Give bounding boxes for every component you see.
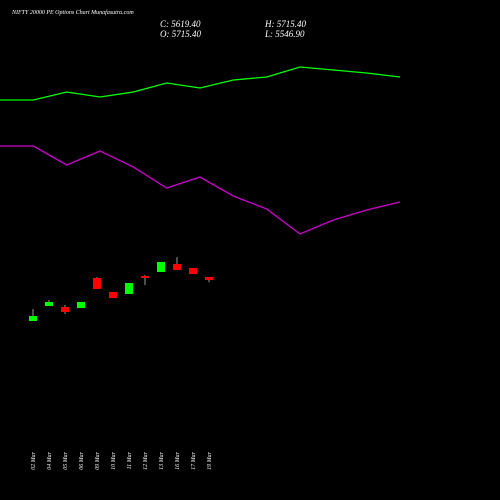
- candle-body: [141, 276, 149, 278]
- x-tick-label: 10 Mar: [111, 451, 117, 469]
- candle-body: [157, 262, 165, 272]
- candle-body: [189, 268, 197, 274]
- summary-high: H: 5715.40: [264, 19, 306, 29]
- x-tick-label: 05 Mar: [63, 451, 69, 469]
- x-tick-label: 17 Mar: [191, 451, 197, 469]
- candle-body: [125, 283, 133, 294]
- x-tick-label: 11 Mar: [127, 451, 133, 469]
- x-tick-label: 04 Mar: [46, 451, 53, 469]
- x-tick-label: 19 Mar: [207, 451, 213, 469]
- candle-body: [205, 277, 213, 280]
- indicator-line: [0, 66, 401, 101]
- x-tick-label: 13 Mar: [159, 451, 165, 469]
- candle-body: [93, 278, 101, 289]
- candle-body: [61, 307, 69, 312]
- x-tick-label: 12 Mar: [143, 451, 149, 469]
- x-tick-label: 06 Mar: [79, 451, 85, 469]
- summary-low: L: 5546.90: [264, 29, 305, 39]
- candle-body: [77, 302, 85, 308]
- candle-body: [29, 316, 37, 321]
- candle-body: [45, 302, 53, 306]
- summary-open: O: 5715.40: [160, 29, 201, 39]
- x-tick-label: 02 Mar: [31, 451, 37, 469]
- candle-body: [173, 264, 181, 270]
- summary-close: C: 5619.40: [160, 19, 201, 29]
- chart-title: NIFTY 20000 PE Options Chart Munafasutra…: [11, 9, 134, 16]
- x-tick-label: 16 Mar: [175, 451, 181, 469]
- x-tick-label: 09 Mar: [95, 451, 101, 469]
- indicator-line: [0, 145, 401, 235]
- candle-body: [109, 292, 117, 298]
